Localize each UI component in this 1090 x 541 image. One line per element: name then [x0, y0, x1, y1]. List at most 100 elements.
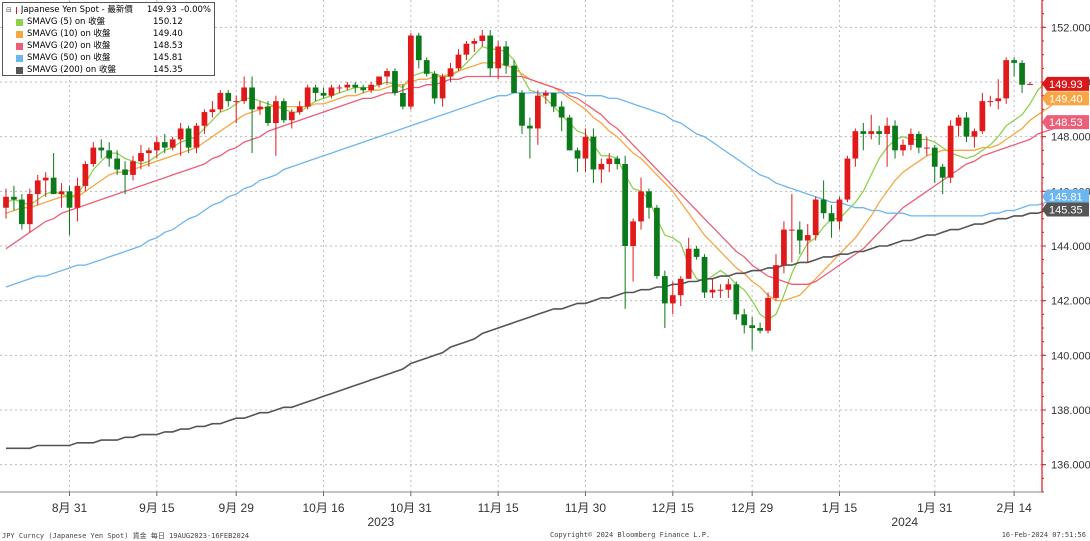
y-tick-label: 144.000 — [1051, 241, 1090, 253]
candle-body — [757, 328, 763, 331]
candle-body — [892, 125, 898, 151]
ma-line — [5, 92, 1063, 288]
candle-body — [185, 128, 192, 148]
candle-body — [130, 161, 136, 175]
candle-body — [368, 84, 375, 91]
legend-swatch — [16, 42, 23, 50]
candle-body — [812, 199, 819, 236]
legend-row-sma5[interactable]: SMAVG (5) on 收盤 150.12 — [6, 16, 211, 28]
candle-body — [439, 76, 446, 99]
x-tick-label: 8月 31 — [52, 501, 88, 515]
candle-body — [701, 256, 708, 293]
chart-footer: JPY Curncy (Japanese Yen Spot) 貨金 每日 19A… — [0, 529, 1090, 541]
candle-body — [58, 191, 65, 195]
candle-body — [916, 133, 922, 148]
y-tick-label: 136.000 — [1051, 460, 1090, 472]
candle-body — [265, 106, 271, 123]
legend-row-sma20[interactable]: SMAVG (20) on 收盤 148.53 — [6, 40, 211, 52]
value-tag-bg — [1042, 115, 1089, 130]
candle-body — [423, 60, 430, 74]
legend-row-sma200[interactable]: SMAVG (200) on 收盤 145.35 — [6, 64, 211, 76]
candle-body — [542, 92, 549, 96]
candlestick-series — [3, 30, 1033, 350]
value-tag-bg — [1042, 202, 1089, 217]
candle-body — [741, 314, 748, 326]
legend-row-sma50[interactable]: SMAVG (50) on 收盤 145.81 — [6, 52, 211, 64]
candle-body — [677, 278, 684, 296]
legend-row-price[interactable]: ⊟ Japanese Yen Spot - 最新價 149.93 -0.00% — [6, 4, 211, 16]
candle-body — [241, 87, 247, 102]
ma-line — [6, 208, 1062, 450]
value-tag: 145.81 — [1042, 189, 1089, 204]
candle-body — [693, 248, 700, 257]
candle-body — [923, 147, 930, 149]
candle-body — [995, 98, 1002, 102]
candle-body — [26, 194, 33, 225]
candle-body — [296, 106, 303, 113]
candle-body — [685, 248, 692, 279]
price-chart: 136.000138.000140.000142.000144.000146.0… — [0, 0, 1090, 529]
candle-body — [407, 35, 414, 107]
candle-body — [963, 117, 970, 137]
candle-body — [860, 131, 867, 134]
candle-body — [415, 35, 422, 61]
candle-body — [709, 289, 716, 293]
candle-body — [669, 295, 676, 304]
value-tag: 149.93 — [1042, 76, 1089, 91]
footer-copyright: Copyright© 2024 Bloomberg Finance L.P. — [550, 531, 711, 539]
y-tick-label: 152.000 — [1051, 22, 1090, 34]
candle-body — [495, 46, 502, 69]
candle-body — [34, 180, 41, 195]
candle-body — [42, 177, 49, 181]
x-year-label: 2024 — [891, 515, 918, 529]
candle-body — [566, 117, 573, 151]
legend-swatch — [16, 30, 23, 38]
x-tick-label: 12月 15 — [652, 501, 694, 515]
candle-body — [1027, 83, 1033, 85]
x-axis: 8月 31 9月 15 9月 29 10月 16 10月 31 11月 15 11月 30 1… — [0, 491, 1042, 529]
x-year-label: 2023 — [367, 515, 394, 529]
candle-body — [479, 35, 486, 41]
candle-body — [320, 92, 327, 96]
y-tick-label: 148.000 — [1051, 132, 1090, 144]
candle-body — [82, 164, 89, 186]
candle-body — [50, 177, 57, 195]
x-tick-label: 10月 31 — [390, 501, 432, 515]
candle-body — [519, 92, 525, 126]
legend-label: SMAVG (200) on 收盤 — [27, 65, 116, 75]
candle-body — [796, 229, 803, 241]
x-tick-label: 12月 29 — [731, 501, 773, 515]
y-tick-label: 140.000 — [1051, 350, 1090, 362]
legend-row-sma10[interactable]: SMAVG (10) on 收盤 149.40 — [6, 28, 211, 40]
candle-body — [114, 158, 120, 170]
candle-body — [328, 87, 335, 96]
value-tag: 149.40 — [1042, 91, 1089, 106]
legend-value: 145.35 — [153, 65, 183, 75]
candle-body — [312, 87, 319, 93]
candle-body — [471, 41, 478, 44]
chart-grid — [0, 0, 1042, 492]
candle-body — [249, 87, 255, 110]
collapse-toggle-icon[interactable]: ⊟ — [6, 6, 12, 14]
candle-body — [431, 73, 438, 99]
candle-body — [352, 84, 359, 88]
candle-body — [177, 128, 184, 140]
legend-value: 149.40 — [153, 29, 183, 39]
chart-legend: ⊟ Japanese Yen Spot - 最新價 149.93 -0.00% … — [2, 2, 215, 76]
candle-body — [725, 284, 732, 290]
candle-body — [193, 125, 200, 148]
candle-body — [971, 131, 978, 137]
candle-body — [614, 158, 621, 164]
candle-body — [717, 289, 724, 291]
candle-body — [749, 325, 756, 328]
candle-body — [74, 185, 81, 208]
candle-body — [590, 136, 597, 170]
candle-body — [606, 158, 613, 164]
legend-swatch — [16, 18, 23, 26]
candle-body — [868, 131, 875, 134]
candle-body — [106, 150, 113, 159]
x-tick-label: 1月 31 — [917, 501, 953, 515]
footer-security-info: JPY Curncy (Japanese Yen Spot) 貨金 每日 19A… — [2, 532, 250, 540]
value-tag-bg — [1042, 91, 1089, 106]
y-tick-label: 142.000 — [1051, 296, 1090, 308]
